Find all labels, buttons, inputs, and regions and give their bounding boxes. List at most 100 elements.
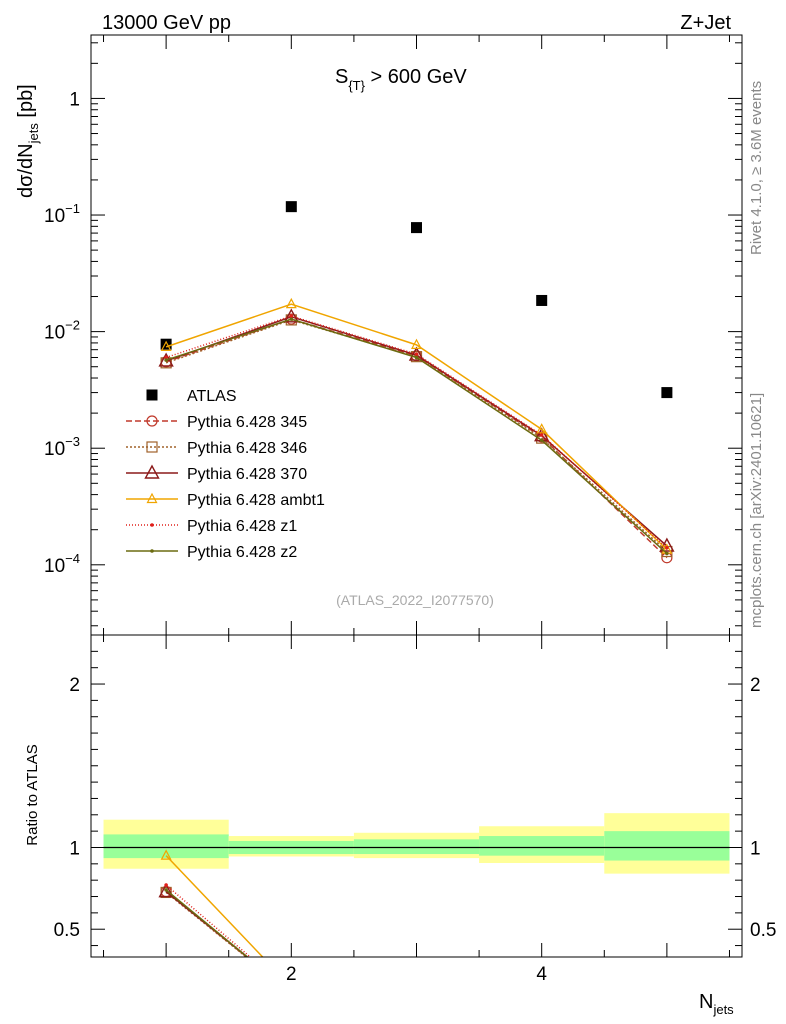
main-title: S{T} > 600 GeV xyxy=(335,66,467,93)
y-tick-label: 10−2 xyxy=(44,318,80,344)
ratio-y-tick-label: 1 xyxy=(69,838,80,859)
series-line xyxy=(165,315,668,549)
marker-circle xyxy=(146,415,158,427)
marker-dot xyxy=(665,545,669,550)
ratio-series-5 xyxy=(164,888,294,995)
series-0 xyxy=(160,201,673,399)
ratio-line xyxy=(165,884,252,957)
legend-label: Pythia 6.428 346 xyxy=(187,440,307,457)
marker-dot xyxy=(150,523,154,527)
ratio-y-tick-label: 2 xyxy=(69,675,80,696)
legend-item: Pythia 6.428 346 xyxy=(126,440,307,457)
marker-triangle-small xyxy=(146,492,158,504)
marker-dot xyxy=(290,990,294,994)
watermark: (ATLAS_2022_I2077570) xyxy=(336,592,494,608)
stat-band xyxy=(479,836,605,856)
ratio-frame xyxy=(90,634,743,958)
mcplots-label: mcplots.cern.ch [arXiv:2401.10621] xyxy=(748,393,765,628)
marker-triangle xyxy=(408,346,425,361)
rivet-label: Rivet 4.1.0, ≥ 3.6M events xyxy=(748,81,765,255)
marker-square xyxy=(285,201,297,213)
ratio-line xyxy=(165,889,249,957)
legend-label: ATLAS xyxy=(187,388,237,405)
marker-dot xyxy=(539,438,544,443)
y-tick-label: 10−1 xyxy=(44,201,80,227)
marker-circle xyxy=(286,988,296,998)
series-6 xyxy=(164,317,669,556)
x-tick-label: 4 xyxy=(536,964,547,985)
marker-triangle xyxy=(285,985,298,997)
ratio-series xyxy=(158,849,298,998)
marker-square xyxy=(536,294,548,306)
header-right: Z+Jet xyxy=(680,12,731,34)
marker-dot xyxy=(290,991,294,995)
ratio-line xyxy=(165,891,248,957)
ratio-y-tick-label: 0.5 xyxy=(54,920,80,941)
ratio-series-3 xyxy=(160,849,264,957)
marker-triangle-small xyxy=(285,297,297,309)
marker-triangle xyxy=(158,883,174,898)
legend-item: ATLAS xyxy=(146,388,237,405)
ratio-ylabel: Ratio to ATLAS xyxy=(24,744,41,845)
main-ylabel: dσ/dNjets [pb] xyxy=(15,84,41,198)
marker-square xyxy=(411,222,422,234)
stat-band xyxy=(353,839,480,855)
stat-band xyxy=(604,831,730,861)
marker-square-open xyxy=(146,441,158,453)
main-axis-ticks: 1 10−1 10−2 10−3 10−4 xyxy=(44,35,742,957)
marker-dot xyxy=(414,355,419,360)
marker-triangle xyxy=(158,352,174,367)
legend-label: Pythia 6.428 345 xyxy=(187,414,307,431)
ratio-series-4 xyxy=(164,883,294,994)
marker-square-open xyxy=(286,988,296,998)
legend-item: Pythia 6.428 z2 xyxy=(126,544,297,561)
ratio-y-tick-label-right: 1 xyxy=(750,838,761,859)
main-series xyxy=(158,201,675,564)
y-tick-label: 10−3 xyxy=(44,434,80,460)
series-line xyxy=(165,303,668,551)
series-line xyxy=(165,319,668,553)
marker-triangle xyxy=(144,464,160,479)
legend-label: Pythia 6.428 z1 xyxy=(187,518,297,535)
marker-dot xyxy=(665,551,669,556)
y-tick-label: 1 xyxy=(69,89,80,110)
marker-dot xyxy=(164,883,168,887)
legend-item: Pythia 6.428 z1 xyxy=(126,518,297,535)
y-tick-label: 10−4 xyxy=(44,551,80,577)
marker-triangle-small xyxy=(160,340,172,351)
marker-dot xyxy=(164,355,168,360)
marker-triangle-small xyxy=(536,423,548,434)
ratio-line xyxy=(165,855,264,957)
ratio-y-tick-label-right: 0.5 xyxy=(750,920,776,941)
marker-dot xyxy=(289,317,294,321)
marker-square xyxy=(661,387,673,399)
ratio-bands xyxy=(103,813,730,874)
marker-dot xyxy=(150,549,154,553)
legend-item: Pythia 6.428 345 xyxy=(126,414,307,431)
ratio-y-tick-label-right: 2 xyxy=(750,675,761,696)
marker-square xyxy=(146,389,158,401)
marker-triangle-small xyxy=(160,849,172,860)
ratio-xlabel: Njets xyxy=(699,991,734,1017)
marker-dot xyxy=(289,314,294,318)
series-5 xyxy=(164,314,669,550)
legend-item: Pythia 6.428 ambt1 xyxy=(126,492,325,509)
x-tick-label: 2 xyxy=(286,964,297,985)
marker-triangle xyxy=(283,308,299,323)
marker-dot xyxy=(414,352,419,357)
header-left: 13000 GeV pp xyxy=(102,12,231,34)
marker-dot xyxy=(164,358,168,362)
marker-triangle xyxy=(659,537,675,552)
marker-dot xyxy=(539,433,544,437)
legend: ATLAS Pythia 6.428 345 Pythia 6.428 346 Pyt… xyxy=(126,388,325,561)
legend-label: Pythia 6.428 ambt1 xyxy=(187,492,325,509)
legend-label: Pythia 6.428 z2 xyxy=(187,544,297,561)
legend-label: Pythia 6.428 370 xyxy=(187,466,307,483)
ratio-axis-ticks: 0.5 0.5 1 1 2 2 2 4 xyxy=(54,650,776,985)
stat-band xyxy=(103,834,229,859)
marker-dot xyxy=(164,888,168,892)
marker-square xyxy=(160,338,172,350)
legend-item: Pythia 6.428 370 xyxy=(126,464,307,483)
marker-triangle-small xyxy=(411,338,422,349)
